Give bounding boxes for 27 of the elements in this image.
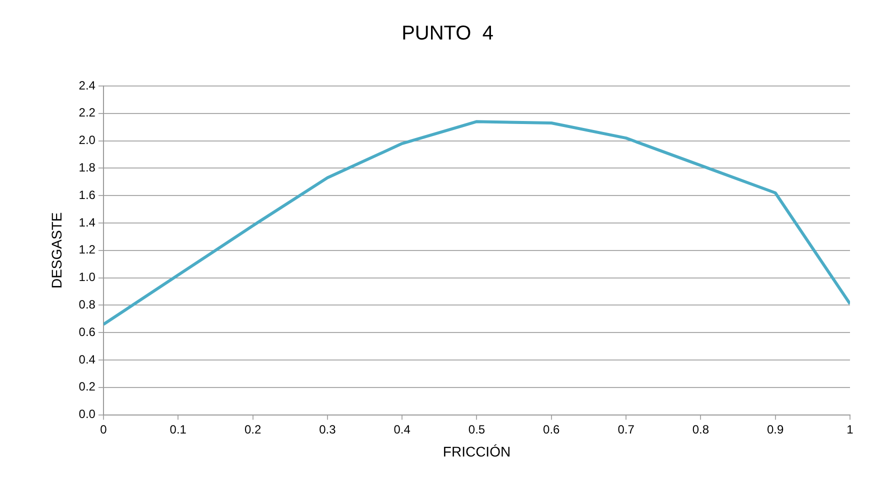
y-tick-label: 2.2 xyxy=(78,106,96,120)
x-tick-label: 1 xyxy=(846,422,854,436)
x-tick-label: 0 xyxy=(100,422,108,436)
x-tick-label: 0.6 xyxy=(543,422,560,436)
x-tick-label: 0.7 xyxy=(618,422,635,436)
x-tick-label: 0.4 xyxy=(394,422,411,436)
y-tick-label: 0.2 xyxy=(78,380,96,394)
y-tick-label: 0.4 xyxy=(78,352,96,366)
y-tick-label: 1.8 xyxy=(78,160,96,175)
y-tick-label: 0.0 xyxy=(78,407,96,422)
y-tick-label: 0.8 xyxy=(78,298,96,312)
chart-title: PUNTO 4 xyxy=(402,22,494,45)
x-tick-label: 0.2 xyxy=(244,422,262,436)
y-tick-label: 1.4 xyxy=(78,215,96,230)
x-tick-label: 0.9 xyxy=(767,422,784,436)
x-tick-label: 0.5 xyxy=(468,422,486,436)
y-tick-label: 2.0 xyxy=(78,133,96,148)
x-tick-label: 0.1 xyxy=(170,422,187,436)
y-tick-label: 1.2 xyxy=(78,242,96,257)
y-tick-label: 0.6 xyxy=(78,324,96,339)
y-axis-title: DESGASTE xyxy=(48,212,64,289)
y-tick-label: 2.4 xyxy=(78,78,96,92)
x-axis-title: FRICCIÓN xyxy=(442,443,511,460)
y-tick-label: 1.0 xyxy=(78,270,96,284)
x-tick-label: 0.3 xyxy=(319,422,336,436)
x-tick-label: 0.8 xyxy=(692,422,710,436)
y-tick-label: 1.6 xyxy=(78,188,96,202)
